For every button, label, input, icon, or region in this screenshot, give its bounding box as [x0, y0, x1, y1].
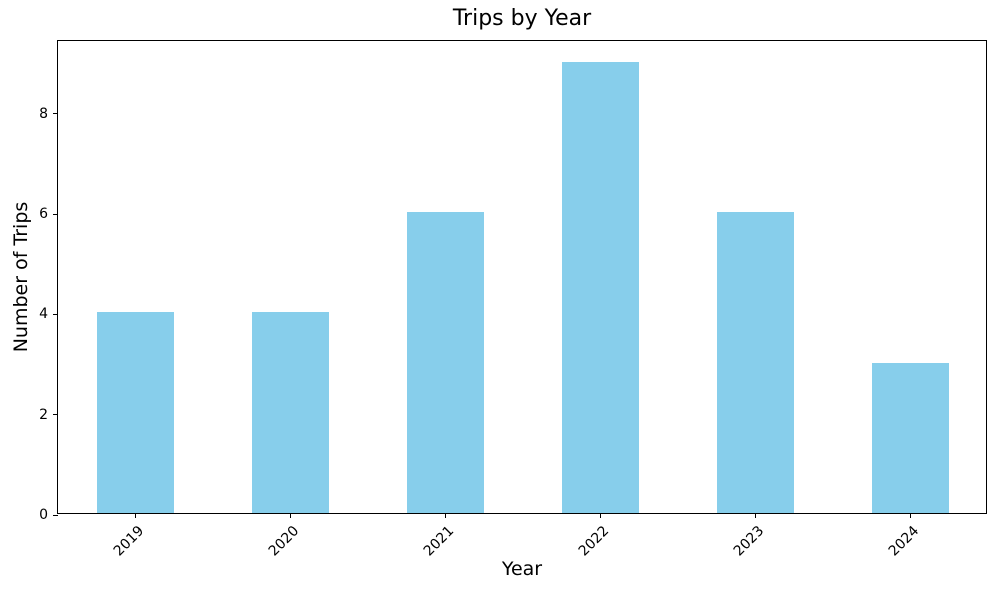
y-tick-label: 4 [39, 306, 48, 323]
y-tick-label: 8 [39, 105, 48, 122]
bar-2022 [561, 61, 640, 513]
chart-title: Trips by Year [452, 6, 592, 31]
x-tick-mark [600, 513, 601, 518]
y-tick-mark [53, 414, 58, 416]
y-axis-label: Number of Trips [10, 201, 32, 353]
plot-area: 0 2 4 6 8 2019 2020 2021 2022 2023 2024 [39, 40, 987, 560]
y-tick-mark [53, 313, 58, 315]
bar-2024 [871, 362, 950, 513]
y-tick-mark [53, 213, 58, 215]
bar-2023 [716, 212, 795, 513]
x-tick-mark [445, 513, 446, 518]
y-tick-label: 2 [39, 406, 48, 423]
bar-2020 [251, 312, 330, 513]
y-tick-mark [53, 113, 58, 115]
bar-2019 [96, 312, 175, 513]
x-axis-label: Year [501, 558, 543, 580]
bar-2021 [406, 212, 485, 513]
x-tick-mark [290, 513, 291, 518]
y-tick-label: 0 [39, 507, 48, 523]
y-tick-mark [53, 514, 58, 516]
x-tick-mark [910, 513, 911, 518]
x-tick-mark [135, 513, 136, 518]
x-tick-mark [755, 513, 756, 518]
y-tick-label: 6 [39, 206, 48, 223]
